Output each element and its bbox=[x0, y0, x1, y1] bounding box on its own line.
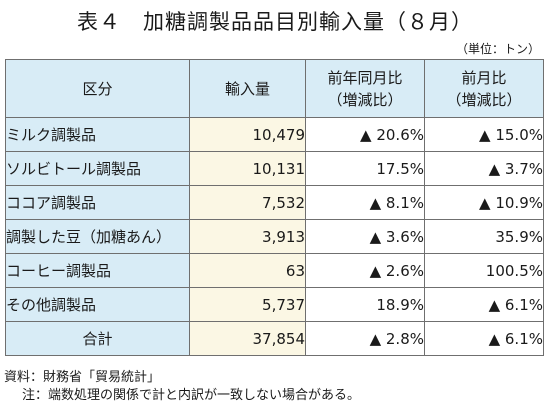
mom-change: 35.9% bbox=[424, 219, 544, 254]
mom-change: ▲ 15.0% bbox=[424, 117, 544, 152]
table-row: ココア調製品 7,532 ▲ 8.1% ▲ 10.9% bbox=[5, 185, 544, 220]
header-category: 区分 bbox=[5, 59, 190, 118]
row-label: ソルビトール調製品 bbox=[5, 151, 190, 186]
source-note: 資料：財務省「貿易統計」 bbox=[4, 370, 161, 385]
table-row: コーヒー調製品 63 ▲ 2.6% 100.5% bbox=[5, 253, 544, 288]
mom-change: ▲ 6.1% bbox=[424, 287, 544, 322]
mom-change: 100.5% bbox=[424, 253, 544, 288]
header-yoy-line2: （増減比） bbox=[327, 90, 403, 109]
total-row: 合計 37,854 ▲ 2.8% ▲ 6.1% bbox=[5, 321, 544, 356]
header-mom-line1: 前月比 bbox=[461, 68, 507, 87]
import-volume: 10,131 bbox=[189, 151, 306, 186]
mom-change: ▲ 10.9% bbox=[424, 185, 544, 220]
table-header-row: 区分 輸入量 前年同月比 （増減比） 前月比 （増減比） bbox=[5, 59, 544, 118]
header-mom: 前月比 （増減比） bbox=[424, 59, 544, 118]
yoy-change: ▲ 2.8% bbox=[305, 321, 425, 356]
header-import: 輸入量 bbox=[189, 59, 306, 118]
import-volume: 3,913 bbox=[189, 219, 306, 254]
table-row: 調製した豆（加糖あん） 3,913 ▲ 3.6% 35.9% bbox=[5, 219, 544, 254]
row-label: コーヒー調製品 bbox=[5, 253, 190, 288]
import-table: 区分 輸入量 前年同月比 （増減比） 前月比 （増減比） ミルク調製品 10,47… bbox=[5, 59, 544, 356]
table-row: ミルク調製品 10,479 ▲ 20.6% ▲ 15.0% bbox=[5, 117, 544, 152]
import-volume: 63 bbox=[189, 253, 306, 288]
header-yoy-line1: 前年同月比 bbox=[327, 68, 403, 87]
header-yoy: 前年同月比 （増減比） bbox=[305, 59, 425, 118]
yoy-change: ▲ 3.6% bbox=[305, 219, 425, 254]
yoy-change: ▲ 2.6% bbox=[305, 253, 425, 288]
table-row: その他調製品 5,737 18.9% ▲ 6.1% bbox=[5, 287, 544, 322]
row-label: 調製した豆（加糖あん） bbox=[5, 219, 190, 254]
row-label: ココア調製品 bbox=[5, 185, 190, 220]
mom-change: ▲ 6.1% bbox=[424, 321, 544, 356]
table-body: ミルク調製品 10,479 ▲ 20.6% ▲ 15.0% ソルビトール調製品 10,13… bbox=[5, 117, 544, 356]
import-volume: 37,854 bbox=[189, 321, 306, 356]
row-label: 合計 bbox=[5, 321, 190, 356]
mom-change: ▲ 3.7% bbox=[424, 151, 544, 186]
yoy-change: 18.9% bbox=[305, 287, 425, 322]
import-volume: 10,479 bbox=[189, 117, 306, 152]
unit-label: （単位：トン） bbox=[455, 42, 540, 56]
yoy-change: ▲ 8.1% bbox=[305, 185, 425, 220]
yoy-change: 17.5% bbox=[305, 151, 425, 186]
table-row: ソルビトール調製品 10,131 17.5% ▲ 3.7% bbox=[5, 151, 544, 186]
footnote: 注：端数処理の関係で計と内訳が一致しない場合がある。 bbox=[22, 388, 361, 403]
header-mom-line2: （増減比） bbox=[446, 90, 522, 109]
import-volume: 7,532 bbox=[189, 185, 306, 220]
yoy-change: ▲ 20.6% bbox=[305, 117, 425, 152]
import-volume: 5,737 bbox=[189, 287, 306, 322]
page-title: 表４ 加糖調製品品目別輸入量（８月） bbox=[77, 10, 473, 34]
row-label: ミルク調製品 bbox=[5, 117, 190, 152]
row-label: その他調製品 bbox=[5, 287, 190, 322]
